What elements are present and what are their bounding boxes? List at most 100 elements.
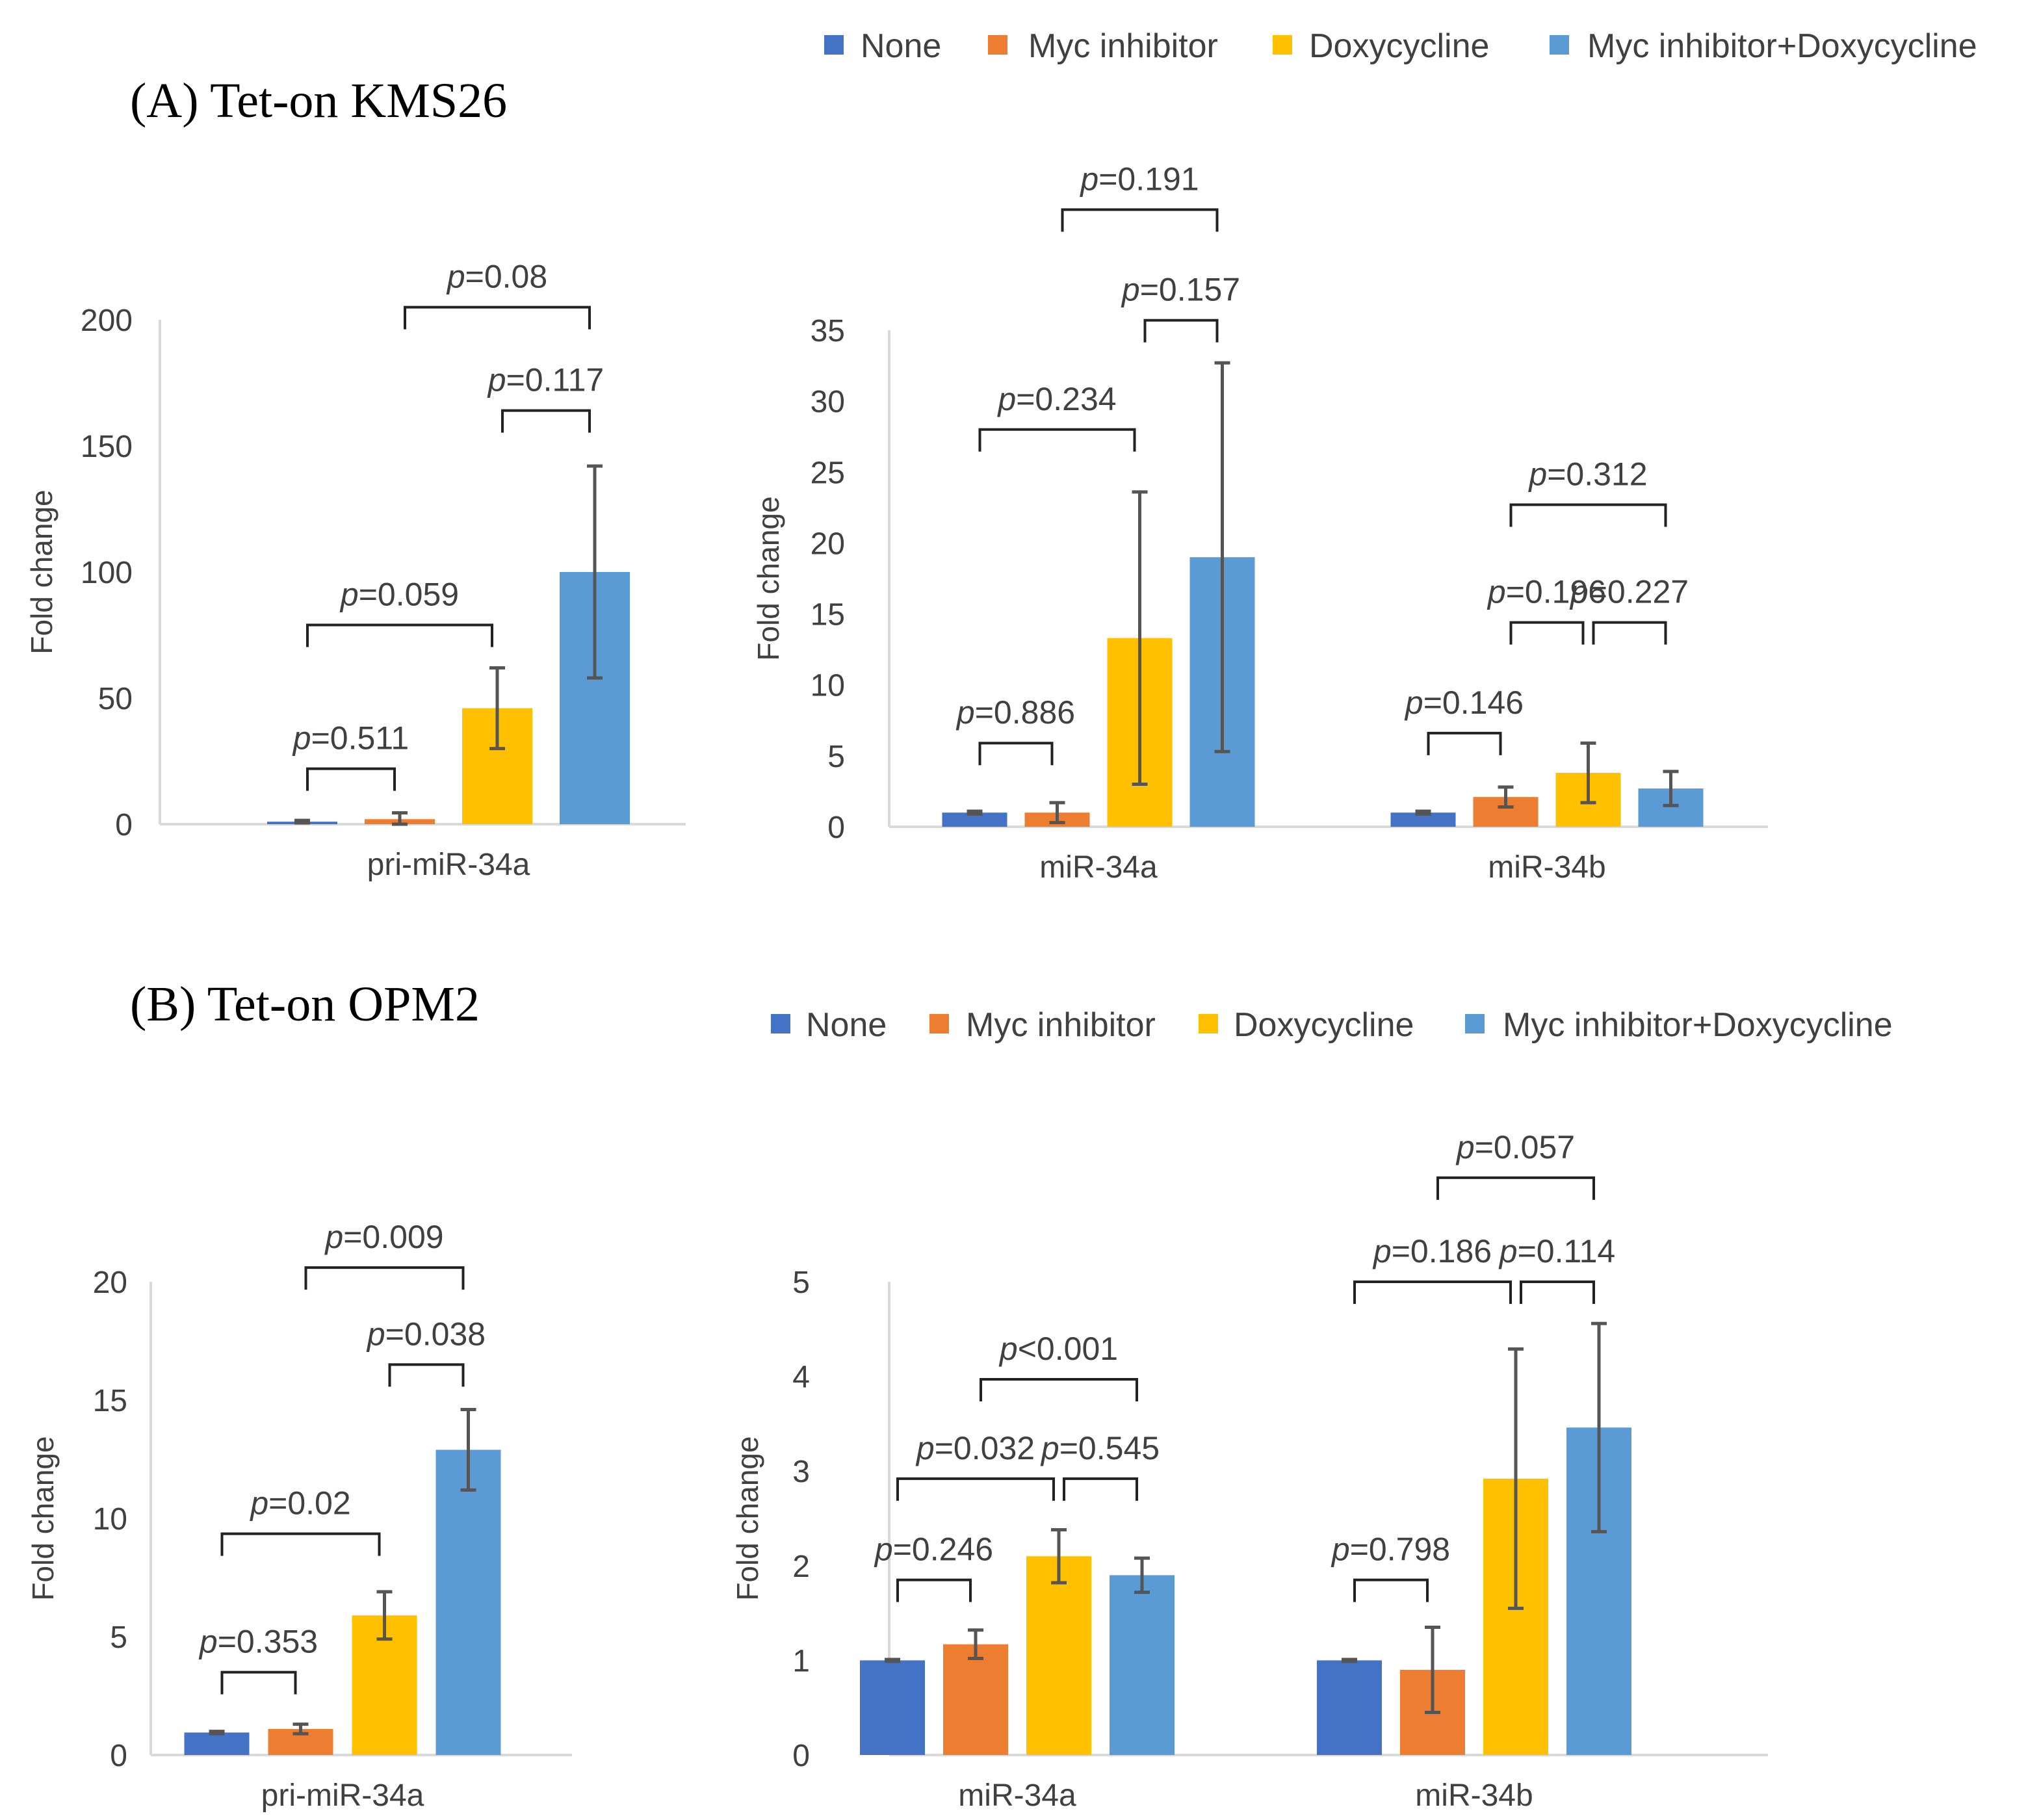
error-bar [460, 1408, 476, 1492]
legend-a: None Myc inhibitor Doxycycline Myc inhib… [824, 27, 1977, 65]
p-value-label: p=0.545 [1040, 1430, 1160, 1466]
legend-a-swatch-none [824, 35, 844, 55]
significance-bracket [388, 1363, 465, 1387]
error-bar [1049, 801, 1065, 824]
legend-a-label-dox: Doxycycline [1309, 27, 1489, 65]
significance-bracket [896, 1477, 1055, 1501]
legend-b-swatch-myc [929, 1014, 949, 1034]
y-tick-label: 50 [98, 682, 133, 716]
error-bar [1132, 490, 1148, 786]
significance-bracket [896, 1578, 972, 1602]
y-tick-label: 5 [110, 1620, 127, 1655]
significance-bracket [304, 1266, 465, 1290]
chart-opm2-pri-mir-34a: 0 5 10 15 20 Fold change pri-miR-34a p=0.353 p=0… [26, 1219, 572, 1813]
y-tick-label: 0 [792, 1739, 810, 1773]
y-tick-label: 100 [81, 556, 133, 590]
p-value-label: p=0.312 [1527, 456, 1647, 492]
y-tick-label: 2 [792, 1550, 810, 1584]
y-tick-label: 20 [93, 1266, 127, 1300]
p-value-label: p=0.246 [874, 1531, 993, 1568]
y-axis-label: Fold change [731, 1436, 764, 1600]
error-bar [587, 464, 603, 680]
y-tick-label: 0 [115, 808, 133, 842]
chart-opm2-mir-34a-34b: 0 1 2 3 4 5 Fold change miR-34a miR-34b p=0.246 p=… [731, 1129, 1768, 1813]
significance-bracket [1061, 208, 1219, 232]
bar-miR-34a-none [942, 812, 1007, 827]
error-bar [1508, 1347, 1524, 1610]
p-value-label: p=0.234 [996, 381, 1116, 417]
significance-bracket [1353, 1280, 1512, 1304]
y-tick-label: 150 [81, 430, 133, 464]
y-tick-label: 10 [811, 669, 845, 703]
legend-a-label-myc: Myc inhibitor [1028, 27, 1218, 65]
significance-bracket [1509, 503, 1667, 527]
y-tick-label: 3 [792, 1455, 810, 1489]
bar-miR-34a-doxycycline [1026, 1556, 1091, 1755]
significance-bracket [404, 306, 591, 330]
error-bar [1342, 1658, 1357, 1663]
p-value-label: p=0.227 [1569, 574, 1689, 610]
significance-bracket [1063, 1477, 1138, 1501]
error-bar [1498, 785, 1514, 809]
error-bar [1591, 1321, 1607, 1533]
legend-b-label-none: None [806, 1006, 887, 1044]
error-bar [968, 1628, 983, 1660]
p-value-label: p=0.057 [1455, 1129, 1575, 1165]
y-tick-label: 200 [81, 304, 133, 338]
bar-pri-miR-34a-myc-inhibitor-doxycycline [435, 1450, 501, 1755]
error-bar [209, 1730, 225, 1736]
significance-bracket [306, 767, 396, 791]
y-tick-label: 25 [811, 456, 845, 490]
legend-a-label-none: None [861, 27, 941, 65]
p-value-label: p=0.146 [1404, 684, 1524, 721]
significance-bracket [220, 1670, 297, 1695]
significance-bracket [220, 1532, 381, 1556]
legend-b-label-mycdox: Myc inhibitor+Doxycycline [1503, 1006, 1893, 1044]
y-tick-label: 4 [792, 1360, 810, 1395]
significance-bracket [1436, 1176, 1595, 1200]
category-label: miR-34b [1415, 1778, 1533, 1813]
y-tick-label: 20 [811, 526, 845, 561]
p-value-label: p=0.08 [446, 259, 547, 295]
p-value-label: p=0.798 [1331, 1531, 1450, 1568]
p-value-label: p=0.186 [1372, 1233, 1492, 1269]
p-value-label: p=0.191 [1079, 161, 1199, 197]
error-bar [376, 1590, 393, 1641]
error-bar [1663, 770, 1679, 807]
y-tick-label: 15 [93, 1384, 127, 1418]
error-bar [1580, 741, 1596, 805]
legend-b-label-dox: Doxycycline [1234, 1006, 1414, 1044]
y-tick-label: 1 [792, 1644, 810, 1678]
p-value-label: p=0.886 [955, 694, 1075, 731]
significance-bracket [1520, 1280, 1595, 1304]
bar-miR-34b-none [1317, 1660, 1382, 1755]
panel-a-title: (A) Tet-on KMS26 [130, 73, 507, 128]
error-bar [294, 818, 310, 825]
error-bar [292, 1722, 309, 1736]
p-value-label: p=0.009 [324, 1219, 443, 1255]
y-tick-label: 35 [811, 314, 845, 348]
p-value-label: p=0.353 [198, 1624, 318, 1660]
legend-b-label-myc: Myc inhibitor [966, 1006, 1156, 1044]
significance-bracket [1353, 1578, 1429, 1602]
legend-b-swatch-dox [1199, 1014, 1218, 1034]
error-bar [1134, 1556, 1150, 1594]
significance-bracket [980, 1377, 1138, 1401]
category-label: pri-miR-34a [261, 1778, 424, 1813]
y-axis-label: Fold change [26, 1436, 60, 1600]
error-bar [1415, 809, 1431, 816]
p-value-label: p=0.038 [366, 1316, 486, 1352]
error-bar [1051, 1528, 1067, 1585]
p-value-label: p=0.032 [915, 1430, 1035, 1466]
error-bar [489, 666, 505, 751]
significance-bracket [1143, 318, 1219, 343]
error-bar [885, 1658, 900, 1663]
significance-bracket [978, 428, 1136, 452]
bar-pri-miR-34a-none [184, 1732, 250, 1755]
panel-b-title: (B) Tet-on OPM2 [130, 977, 480, 1032]
error-bar [1425, 1625, 1440, 1714]
significance-bracket [1427, 731, 1502, 755]
chart-kms26-mir-34a-34b: 0 5 10 15 20 25 30 35 Fold change miR-34a miR-34b p… [751, 161, 1768, 885]
error-bar [1214, 361, 1230, 753]
